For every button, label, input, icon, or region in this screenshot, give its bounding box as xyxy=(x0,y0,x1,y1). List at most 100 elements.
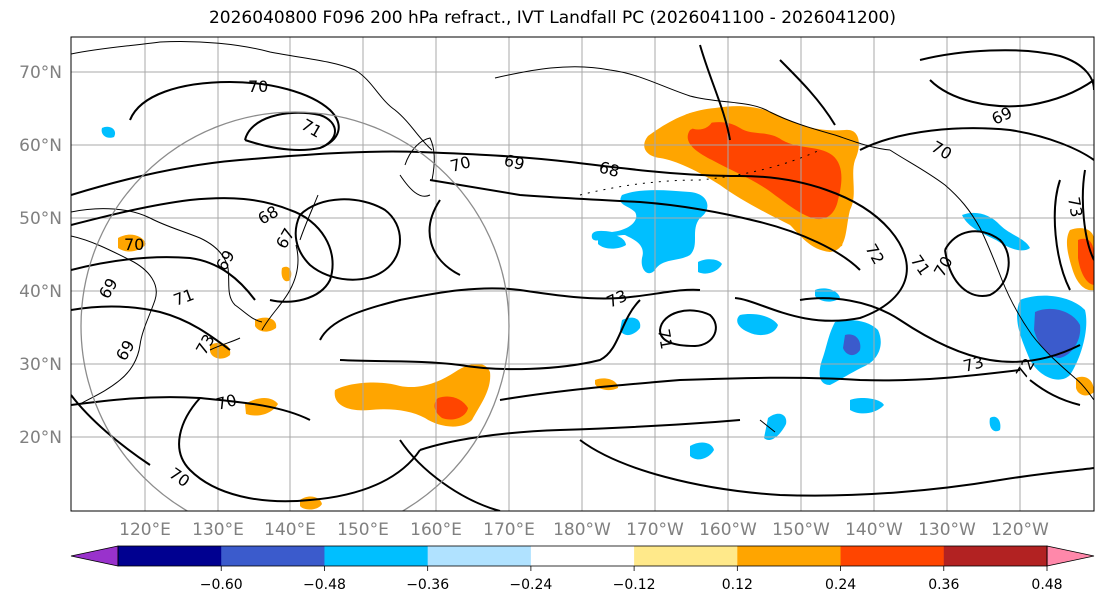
contour-line xyxy=(71,305,231,351)
colorbar-segment xyxy=(1047,546,1094,566)
lon-label: 120°W xyxy=(991,520,1049,540)
contour-line xyxy=(499,369,1021,401)
contour-line xyxy=(799,297,1081,363)
negative-anomaly-region xyxy=(698,259,722,274)
colorbar-segment xyxy=(71,546,118,566)
contour-line xyxy=(71,197,334,303)
colorbar-segment xyxy=(634,546,738,566)
colorbar-tick-label: −0.12 xyxy=(613,577,656,593)
positive-anomaly-region xyxy=(281,266,292,282)
lon-label: 120°E xyxy=(119,520,171,540)
negative-anomaly-region xyxy=(764,413,787,441)
positive-anomaly-region xyxy=(685,111,712,130)
colorbar-ticks: −0.60 −0.48 −0.36 −0.24 −0.12 0.12 0.24 0.36 0.4… xyxy=(200,566,1063,593)
lon-label: 140°E xyxy=(264,520,316,540)
contour-line xyxy=(71,394,151,466)
contour-line xyxy=(579,439,1094,497)
coastlines xyxy=(71,40,1094,433)
contour-line xyxy=(294,198,401,281)
negative-anomaly-region xyxy=(989,416,1001,432)
lon-label: 160°W xyxy=(699,520,757,540)
colorbar-tick-label: 0.48 xyxy=(1031,577,1062,593)
colorbar-tick-label: −0.24 xyxy=(509,577,552,593)
lat-label: 60°N xyxy=(19,136,62,156)
strong-positive-anomaly-region xyxy=(687,122,842,220)
contour-label: 73 xyxy=(1064,195,1086,218)
colorbar-tick-label: 0.36 xyxy=(928,577,959,593)
contour-label: 70 xyxy=(448,152,473,176)
contour-line xyxy=(71,256,256,301)
colorbar-segment xyxy=(427,546,532,566)
colorbar-segment xyxy=(221,546,326,566)
strong-negative-anomaly-region xyxy=(843,334,861,356)
lon-label: 180°W xyxy=(553,520,611,540)
graticule xyxy=(71,37,1094,511)
lon-label: 150°E xyxy=(337,520,389,540)
colorbar-tick-label: 0.24 xyxy=(825,577,856,593)
map-title: 2026040800 F096 200 hPa refract., IVT La… xyxy=(208,8,896,28)
negative-anomaly-region xyxy=(962,212,1030,251)
colorbar-segment xyxy=(943,546,1048,566)
contour-line xyxy=(699,44,836,141)
positive-anomaly-region xyxy=(245,398,278,416)
lat-label: 20°N xyxy=(19,428,62,448)
contour-label: 69 xyxy=(502,151,527,175)
negative-anomaly-region xyxy=(591,190,708,274)
negative-anomaly-region xyxy=(690,442,714,460)
strong-negative-anomaly-region xyxy=(1034,308,1081,358)
projection-circle xyxy=(80,111,510,511)
contour-label: 70 xyxy=(214,390,239,414)
negative-anomaly-region xyxy=(737,314,778,336)
latitude-labels: 70°N 60°N 50°N 40°N 30°N 20°N xyxy=(19,63,62,448)
lon-label: 130°W xyxy=(918,520,976,540)
contour-label: 73 xyxy=(961,352,986,376)
colorbar-tick-label: 0.12 xyxy=(722,577,753,593)
lon-label: 150°W xyxy=(772,520,830,540)
aleutians-coastline xyxy=(579,149,821,196)
contour-line xyxy=(319,287,701,341)
contour-line xyxy=(244,111,336,151)
lon-label: 160°E xyxy=(410,520,462,540)
contour-line xyxy=(71,150,908,322)
colorbar-tick-label: −0.36 xyxy=(406,577,449,593)
negative-anomaly-region xyxy=(598,234,626,249)
positive-anomaly-region xyxy=(118,234,146,252)
negative-anomaly-region xyxy=(850,397,884,414)
contour-line xyxy=(429,179,861,271)
asia-coastline xyxy=(71,40,433,405)
contour-line xyxy=(944,230,1010,297)
colorbar-segment xyxy=(737,546,842,566)
kamchatka-coastline xyxy=(404,137,435,181)
colorbar-segments xyxy=(71,546,1094,566)
lon-label: 130°E xyxy=(192,520,244,540)
lat-label: 70°N xyxy=(19,63,62,83)
colorbar-segment xyxy=(840,546,945,566)
lon-label: 140°W xyxy=(845,520,903,540)
lat-label: 50°N xyxy=(19,209,62,229)
colorbar-tick-label: −0.48 xyxy=(303,577,346,593)
lat-label: 40°N xyxy=(19,282,62,302)
contour-line xyxy=(859,127,1094,161)
contour-label: 70 xyxy=(124,235,144,254)
colorbar-segment xyxy=(324,546,429,566)
colorbar-tick-label: −0.60 xyxy=(200,577,243,593)
strong-positive-anomaly-region xyxy=(434,396,468,420)
longitude-labels: 120°E 130°E 140°E 150°E 160°E 170°E 180°… xyxy=(119,520,1049,540)
colorbar: −0.60 −0.48 −0.36 −0.24 −0.12 0.12 0.24 0.36 0.4… xyxy=(70,545,1095,593)
lat-label: 30°N xyxy=(19,355,62,375)
japan-coastline xyxy=(209,194,319,351)
map-frame xyxy=(70,36,1095,512)
positive-anomaly-region xyxy=(1076,376,1094,396)
positive-anomaly-region xyxy=(830,237,843,247)
contour-line xyxy=(178,397,421,503)
contour-line xyxy=(1053,169,1094,291)
contour-line xyxy=(1029,379,1081,406)
colorbar-segment xyxy=(118,546,222,566)
contour-line xyxy=(919,49,1094,108)
contour-line xyxy=(339,299,641,371)
contour-label: 68 xyxy=(597,158,622,182)
north-america-coastline xyxy=(889,149,1094,401)
contour-line xyxy=(419,419,741,451)
ivt-shading xyxy=(101,106,1094,510)
